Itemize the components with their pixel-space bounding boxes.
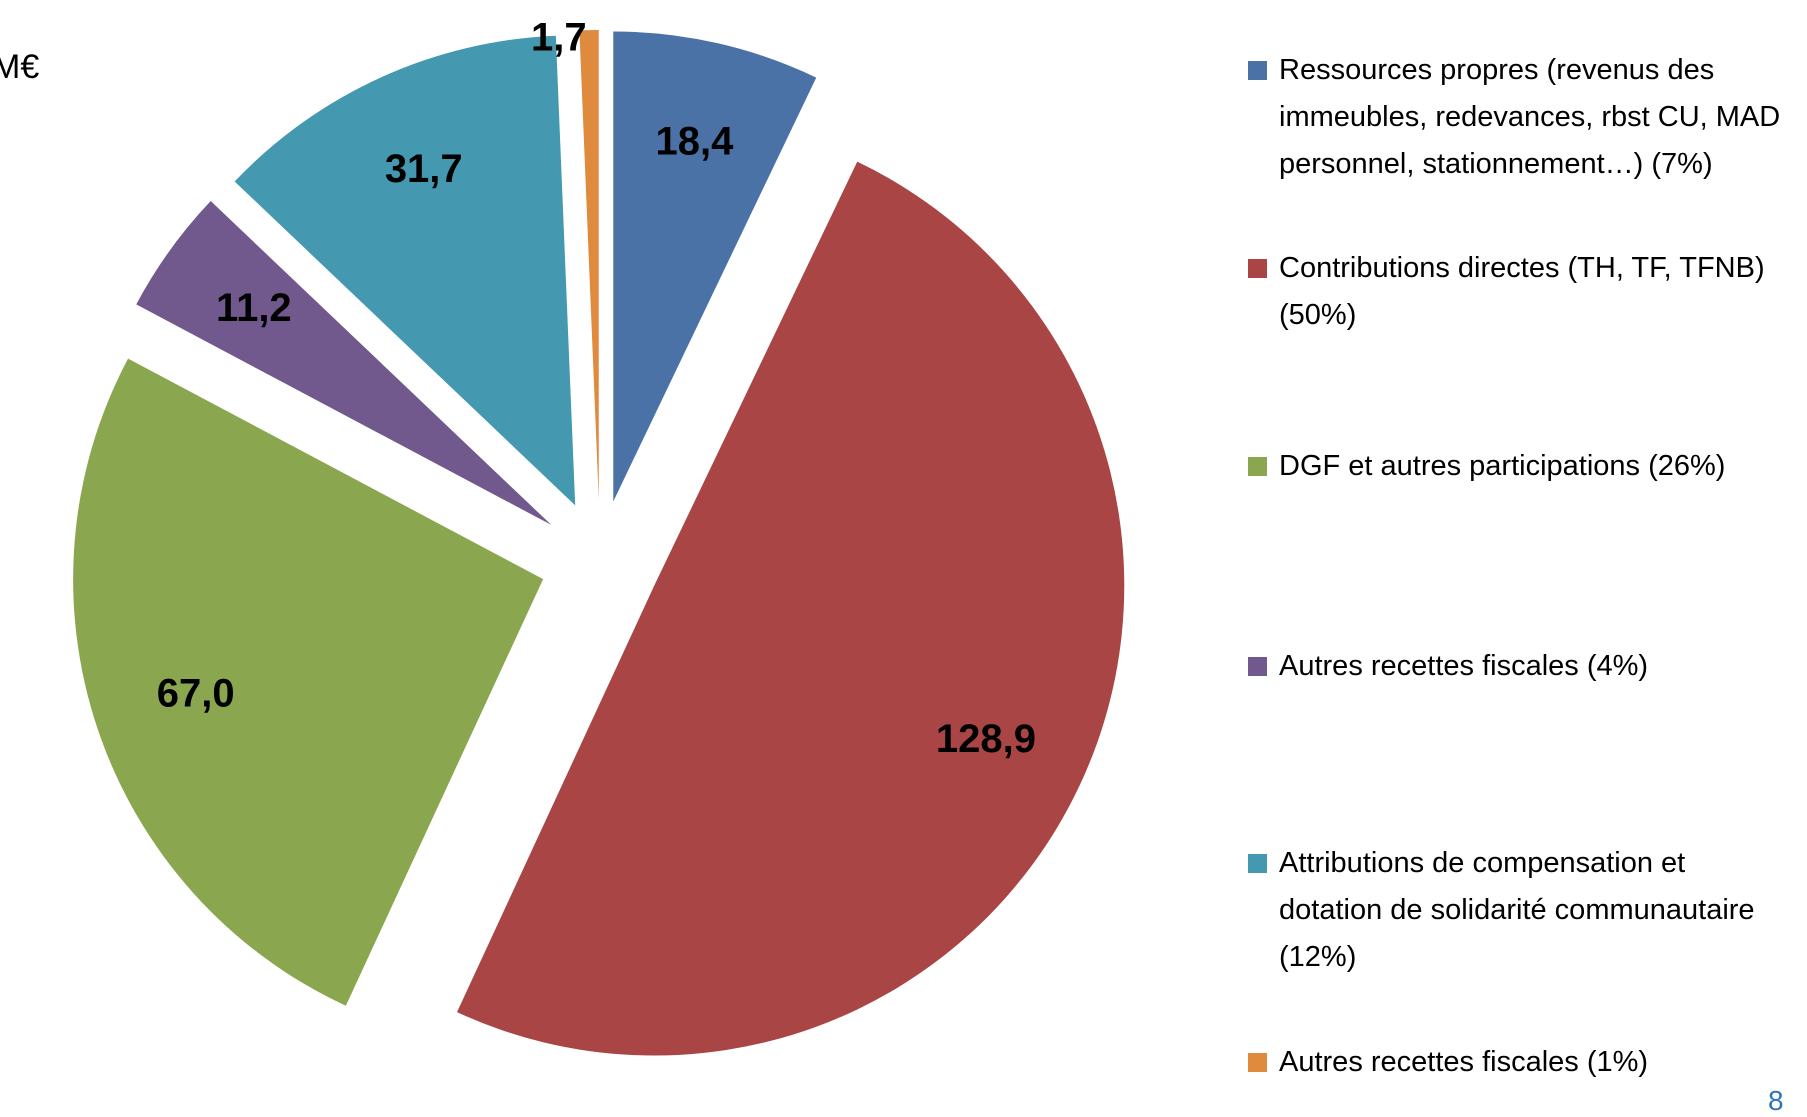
legend-swatch xyxy=(1248,259,1267,278)
pie-slice xyxy=(234,35,576,506)
page-number: 8 xyxy=(1768,1085,1784,1116)
legend-entry: Autres recettes fiscales (4%) xyxy=(1248,643,1793,690)
unit-label: M€ xyxy=(0,48,40,86)
legend-label: Autres recettes fiscales (4%) xyxy=(1279,650,1649,682)
legend-swatch xyxy=(1248,854,1267,873)
pie-slice xyxy=(73,358,544,1006)
legend-entry: DGF et autres participations (26%) xyxy=(1248,443,1793,490)
legend-swatch xyxy=(1248,1053,1267,1072)
pie-slice xyxy=(136,201,552,525)
legend-swatch xyxy=(1248,657,1267,676)
data-label: 18,4 xyxy=(656,120,735,164)
legend-label: Autres recettes fiscales (1%) xyxy=(1279,1046,1649,1078)
legend-swatch xyxy=(1248,457,1267,476)
legend-entry: Ressources propres (revenus des immeuble… xyxy=(1248,47,1793,188)
legend-label: DGF et autres participations (26%) xyxy=(1279,450,1726,482)
legend-entry: Attributions de compensation et dotation… xyxy=(1248,840,1793,981)
data-label: 31,7 xyxy=(385,147,463,191)
pie-slice xyxy=(613,31,817,502)
data-label: 11,2 xyxy=(216,286,292,330)
data-label: 1,7 xyxy=(531,16,587,60)
legend-label: Ressources propres (revenus des immeuble… xyxy=(1279,54,1781,180)
data-label: 67,0 xyxy=(157,672,235,716)
legend-entry: Contributions directes (TH, TF, TFNB)(50… xyxy=(1248,245,1793,339)
pie-slice xyxy=(456,161,1125,1056)
legend-label: Attributions de compensation et dotation… xyxy=(1279,847,1755,973)
legend-label: Contributions directes (TH, TF, TFNB)(50… xyxy=(1279,252,1765,331)
pie-slice xyxy=(579,30,599,501)
legend-swatch xyxy=(1248,61,1267,80)
legend-entry: Autres recettes fiscales (1%) xyxy=(1248,1039,1793,1086)
data-label: 128,9 xyxy=(936,717,1036,761)
chart: 18,4 128,9 67,0 11,2 31,7 1,7 xyxy=(73,16,1125,1056)
